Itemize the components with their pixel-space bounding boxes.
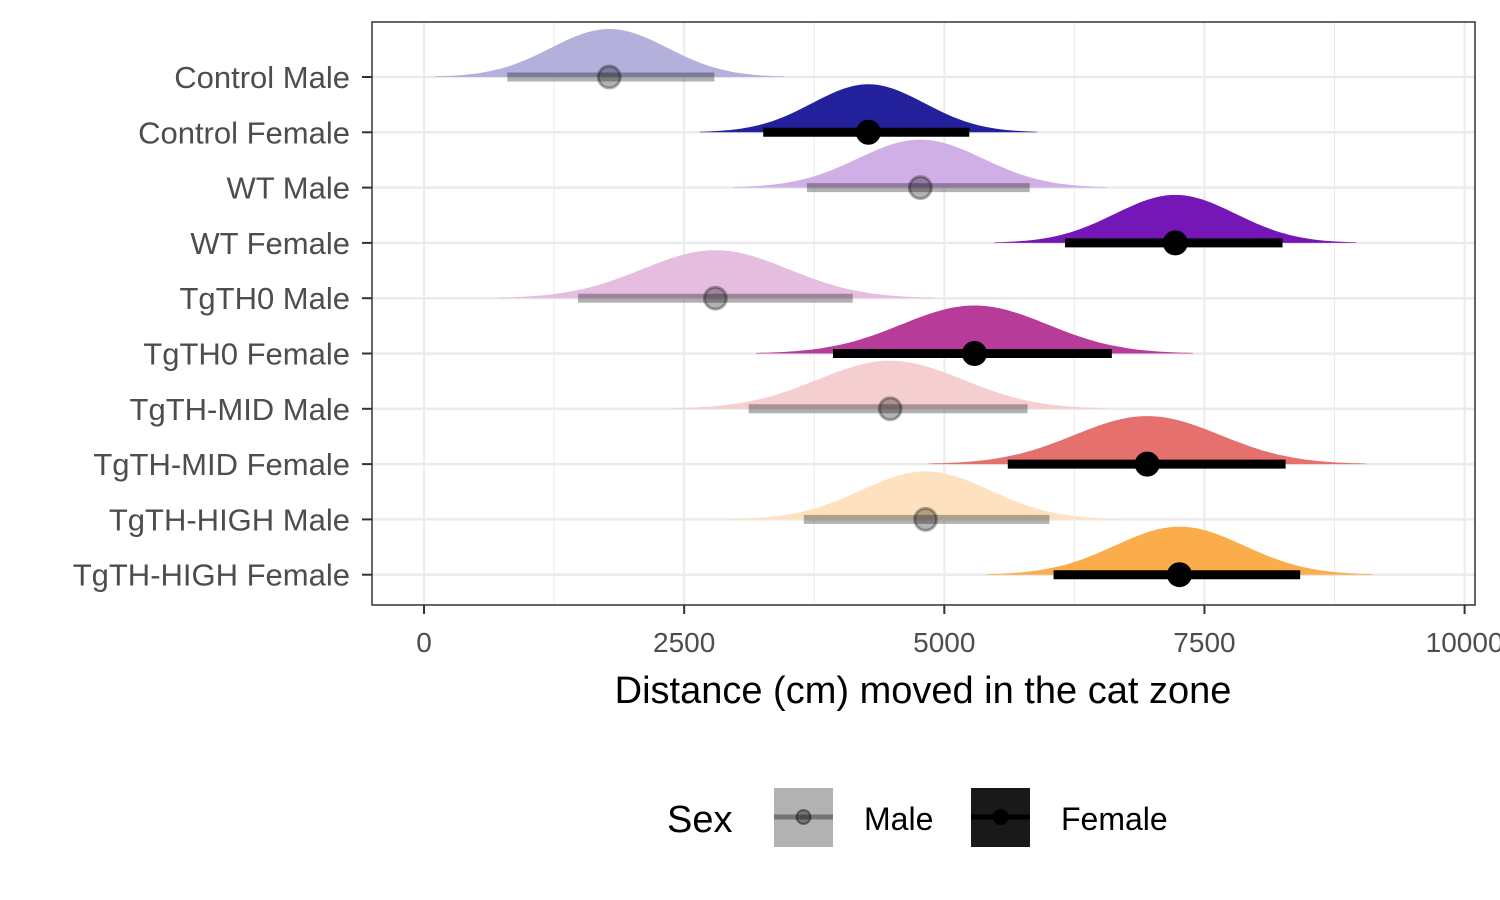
y-tick-label: Control Female	[138, 115, 350, 150]
point-estimate	[1134, 451, 1160, 477]
point-estimate	[596, 64, 622, 90]
density-slab	[496, 250, 934, 299]
point-estimate	[1162, 230, 1188, 256]
x-tick-label: 0	[416, 627, 432, 658]
legend-label: Male	[864, 801, 933, 837]
x-tick-label: 2500	[653, 627, 715, 658]
legend-key	[774, 788, 833, 847]
density-slab	[985, 526, 1373, 575]
point-estimate	[907, 175, 933, 201]
density-slab	[671, 360, 1109, 409]
point-estimate	[877, 396, 903, 422]
density-slab	[434, 29, 785, 77]
halfeye-group	[985, 526, 1373, 588]
y-tick-label: Control Male	[174, 60, 350, 95]
point-estimate	[702, 285, 728, 311]
legend-key-background	[774, 788, 833, 847]
density-slab	[756, 305, 1193, 354]
x-tick-label: 7500	[1173, 627, 1235, 658]
halfeye-group	[928, 416, 1366, 477]
halfeye-group	[496, 250, 934, 311]
y-tick-label: TgTH0 Female	[143, 337, 350, 372]
y-tick-label: WT Male	[227, 171, 350, 206]
halfeye-group	[994, 194, 1357, 256]
halfeye-group	[732, 471, 1120, 532]
legend-key	[971, 788, 1030, 847]
halfeye-group	[434, 29, 785, 90]
legend-key-point	[992, 809, 1009, 825]
point-estimate	[913, 506, 939, 532]
x-axis-label: Distance (cm) moved in the cat zone	[615, 670, 1232, 712]
y-tick-label: TgTH-MID Female	[93, 447, 350, 482]
point-estimate	[961, 341, 987, 366]
density-slab	[732, 471, 1120, 520]
halfeye-group	[733, 139, 1108, 201]
chart-marks	[434, 29, 1373, 588]
legend: Sex Male Female	[667, 788, 1168, 847]
point-estimate	[855, 119, 881, 145]
halfeye-group	[756, 305, 1193, 366]
density-slab	[928, 416, 1366, 465]
density-slab	[733, 139, 1108, 188]
panel-border	[371, 21, 1476, 606]
density-slab	[994, 194, 1357, 243]
x-axis: 0 2500 5000 7500 10000	[416, 605, 1500, 658]
point-estimate	[1166, 562, 1192, 588]
y-tick-label: TgTH-HIGH Female	[73, 558, 350, 593]
x-tick-label: 10000	[1426, 627, 1500, 658]
density-slab	[699, 84, 1037, 133]
legend-title: Sex	[667, 799, 732, 841]
y-axis: Control Male Control Female WT Male WT Fema…	[73, 60, 372, 593]
y-tick-label: WT Female	[190, 226, 350, 261]
y-tick-label: TgTH-HIGH Male	[109, 502, 350, 537]
halfeye-group	[671, 360, 1109, 422]
x-tick-label: 5000	[913, 627, 975, 658]
legend-label: Female	[1061, 801, 1168, 837]
y-tick-label: TgTH-MID Male	[130, 392, 350, 427]
y-tick-label: TgTH0 Male	[179, 281, 350, 316]
legend-key-point	[795, 809, 812, 825]
halfeye-group	[699, 84, 1037, 145]
